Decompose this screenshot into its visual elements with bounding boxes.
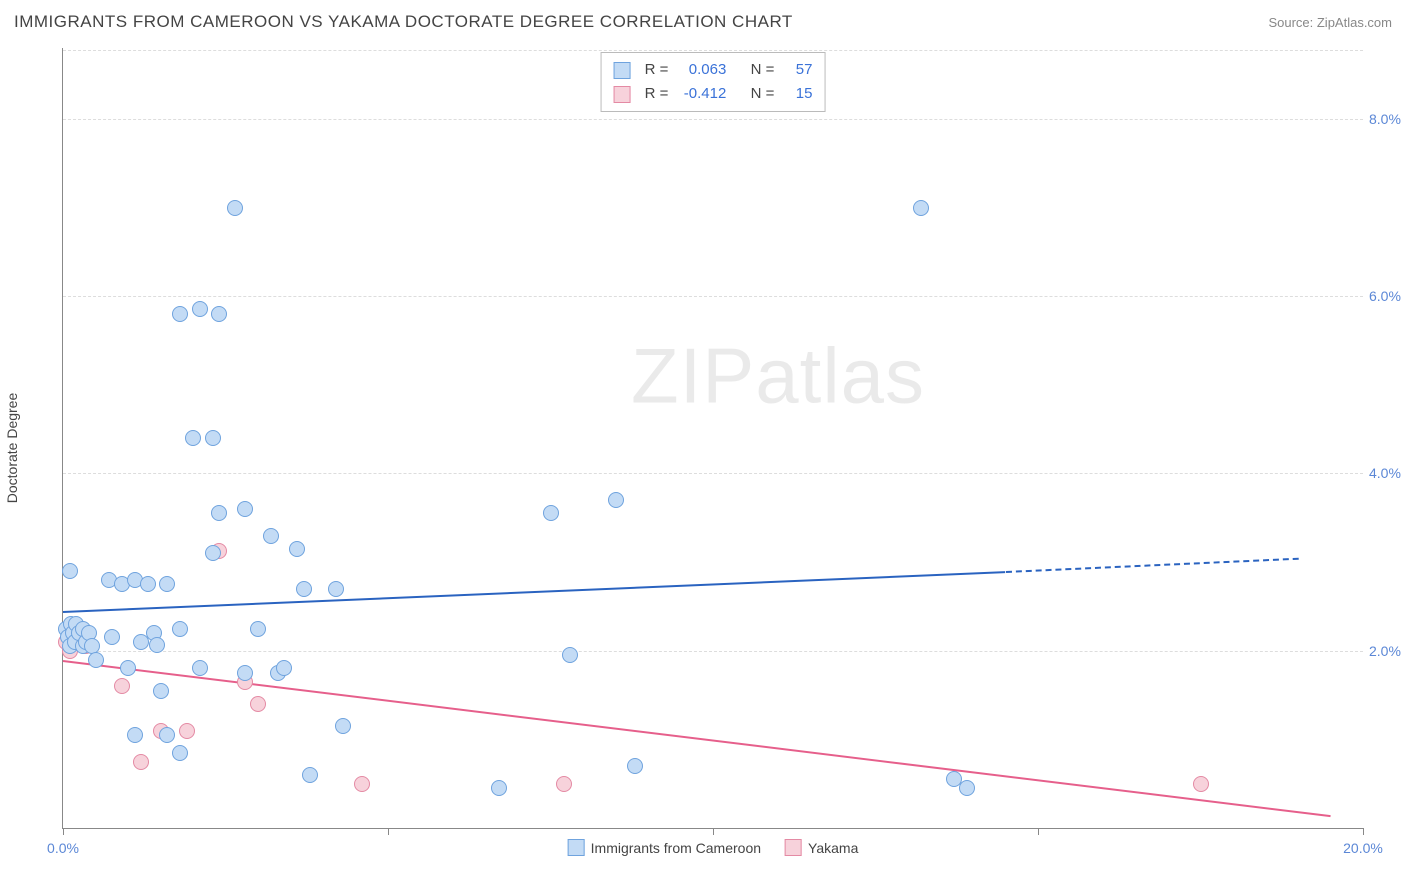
watermark-part2: atlas (755, 331, 925, 419)
data-point (296, 581, 312, 597)
bottom-legend: Immigrants from Cameroon Yakama (568, 839, 859, 856)
stat-n-label: N = (751, 82, 775, 106)
trend-line (1005, 558, 1298, 573)
stat-r-label: R = (645, 58, 669, 82)
x-tick-label: 0.0% (47, 840, 79, 856)
legend-swatch (785, 839, 802, 856)
data-point (211, 306, 227, 322)
y-axis-label: Doctorate Degree (4, 393, 20, 504)
x-tick (388, 828, 389, 835)
legend-label: Immigrants from Cameroon (591, 840, 761, 856)
stat-n-value: 15 (782, 82, 812, 106)
data-point (250, 621, 266, 637)
legend-item: Immigrants from Cameroon (568, 839, 761, 856)
legend-swatch (614, 62, 631, 79)
gridline (63, 473, 1363, 474)
data-point (608, 492, 624, 508)
y-tick-label: 4.0% (1369, 465, 1406, 481)
y-tick-label: 6.0% (1369, 288, 1406, 304)
x-tick (1038, 828, 1039, 835)
data-point (1193, 776, 1209, 792)
data-point (959, 780, 975, 796)
source-label: Source: ZipAtlas.com (1268, 15, 1392, 30)
data-point (250, 696, 266, 712)
data-point (263, 528, 279, 544)
data-point (237, 501, 253, 517)
data-point (328, 581, 344, 597)
data-point (335, 718, 351, 734)
trend-line (63, 660, 1331, 817)
legend-swatch (614, 86, 631, 103)
data-point (104, 629, 120, 645)
stat-row: R = 0.063 N = 57 (614, 58, 813, 82)
data-point (205, 430, 221, 446)
x-tick-label: 20.0% (1343, 840, 1383, 856)
data-point (913, 200, 929, 216)
gridline (63, 119, 1363, 120)
data-point (172, 745, 188, 761)
gridline (63, 651, 1363, 652)
chart-container: IMMIGRANTS FROM CAMEROON VS YAKAMA DOCTO… (0, 0, 1406, 892)
data-point (153, 683, 169, 699)
source-prefix: Source: (1268, 15, 1316, 30)
data-point (289, 541, 305, 557)
data-point (88, 652, 104, 668)
data-point (227, 200, 243, 216)
data-point (556, 776, 572, 792)
data-point (149, 637, 165, 653)
data-point (120, 660, 136, 676)
watermark: ZIPatlas (631, 330, 925, 421)
data-point (159, 727, 175, 743)
stat-box: R = 0.063 N = 57 R = -0.412 N = 15 (601, 52, 826, 112)
data-point (133, 754, 149, 770)
gridline (63, 296, 1363, 297)
chart-title: IMMIGRANTS FROM CAMEROON VS YAKAMA DOCTO… (14, 12, 793, 32)
data-point (62, 563, 78, 579)
title-bar: IMMIGRANTS FROM CAMEROON VS YAKAMA DOCTO… (14, 12, 1392, 32)
source-name: ZipAtlas.com (1317, 15, 1392, 30)
data-point (627, 758, 643, 774)
data-point (192, 660, 208, 676)
data-point (354, 776, 370, 792)
stat-r-label: R = (645, 82, 669, 106)
data-point (205, 545, 221, 561)
plot-area: ZIPatlas 2.0%4.0%6.0%8.0%0.0%20.0%R =0.0… (62, 48, 1363, 829)
data-point (491, 780, 507, 796)
data-point (114, 678, 130, 694)
data-point (276, 660, 292, 676)
data-point (237, 665, 253, 681)
data-point (185, 430, 201, 446)
gridline-top (63, 50, 1363, 51)
stat-row: R = -0.412 N = 15 (614, 82, 813, 106)
data-point (127, 727, 143, 743)
data-point (211, 505, 227, 521)
legend-label: Yakama (808, 840, 858, 856)
data-point (179, 723, 195, 739)
y-tick-label: 2.0% (1369, 643, 1406, 659)
data-point (140, 576, 156, 592)
data-point (562, 647, 578, 663)
x-tick (1363, 828, 1364, 835)
stat-r-value: 0.063 (676, 58, 726, 82)
data-point (543, 505, 559, 521)
data-point (302, 767, 318, 783)
x-tick (713, 828, 714, 835)
watermark-part1: ZIP (631, 331, 755, 419)
data-point (172, 621, 188, 637)
data-point (172, 306, 188, 322)
data-point (159, 576, 175, 592)
stat-n-value: 57 (782, 58, 812, 82)
stat-n-label: N = (751, 58, 775, 82)
trend-line (63, 571, 1006, 613)
legend-item: Yakama (785, 839, 858, 856)
data-point (192, 301, 208, 317)
plot-wrap: Doctorate Degree ZIPatlas 2.0%4.0%6.0%8.… (50, 48, 1390, 848)
x-tick (63, 828, 64, 835)
stat-r-value: -0.412 (676, 82, 726, 106)
legend-swatch (568, 839, 585, 856)
y-tick-label: 8.0% (1369, 111, 1406, 127)
